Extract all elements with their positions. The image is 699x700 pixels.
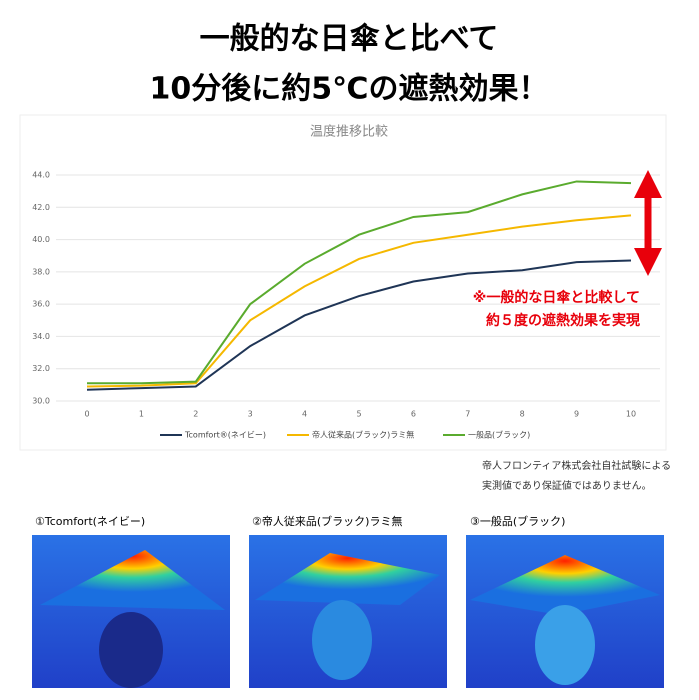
data-line [86, 214, 632, 388]
image-caption: ③一般品(ブラック) [470, 514, 565, 528]
image-caption: ②帝人従来品(ブラック)ラミ無 [252, 514, 402, 528]
x-tick-label: 9 [574, 410, 579, 419]
annotation: ※一般的な日傘と比較して [473, 289, 640, 306]
x-tick-label: 7 [465, 410, 470, 419]
data-line [87, 180, 632, 385]
legend-label: 帝人従来品(ブラック)ラミ無 [312, 430, 414, 440]
y-tick-label: 36.0 [32, 300, 50, 309]
legend-label: 一般品(ブラック) [468, 430, 530, 440]
chart: 30.0 32.0 34.0 36.0 38.0 40.0 42.0 44.0 0 1 2 3 4 5 6 7… [32, 171, 660, 440]
x-tick-label: 4 [302, 410, 307, 419]
chart-frame [19, 114, 667, 451]
thermal-image: ③一般品(ブラック) [466, 514, 664, 688]
footnote: 帝人フロンティア株式会社自社試験による [482, 459, 671, 472]
thermal-image: ②帝人従来品(ブラック)ラミ無 [249, 514, 447, 688]
y-tick-label: 30.0 [32, 397, 50, 406]
footnote: 実測値であり保証値ではありません。 [482, 479, 652, 492]
x-tick-label: 2 [193, 410, 198, 419]
headline: 一般的な日傘と比べて [200, 22, 499, 57]
y-tick-label: 32.0 [32, 364, 50, 373]
x-tick-label: 1 [139, 410, 144, 419]
image-caption: ①Tcomfort(ネイビー) [35, 515, 145, 528]
data-line [86, 259, 632, 391]
x-tick-label: 6 [411, 410, 416, 419]
y-tick-label: 42.0 [32, 203, 50, 212]
x-tick-label: 3 [248, 410, 253, 419]
y-tick-label: 38.0 [32, 267, 50, 276]
thermal-image: ①Tcomfort(ネイビー) [32, 515, 230, 688]
legend-label: Tcomfort®(ネイビー) [184, 431, 266, 440]
y-tick-label: 40.0 [32, 235, 50, 244]
annotation: 約５度の遮熱効果を実現 [486, 312, 640, 329]
x-tick-label: 10 [626, 410, 636, 419]
y-tick-label: 44.0 [32, 171, 50, 180]
x-tick-label: 5 [356, 410, 361, 419]
headline: 10分後に約5℃の遮熱効果！ [150, 72, 549, 107]
chart-title: 温度推移比較 [310, 124, 388, 140]
x-tick-label: 0 [84, 410, 89, 419]
y-tick-label: 34.0 [32, 332, 50, 341]
x-tick-label: 8 [520, 410, 525, 419]
